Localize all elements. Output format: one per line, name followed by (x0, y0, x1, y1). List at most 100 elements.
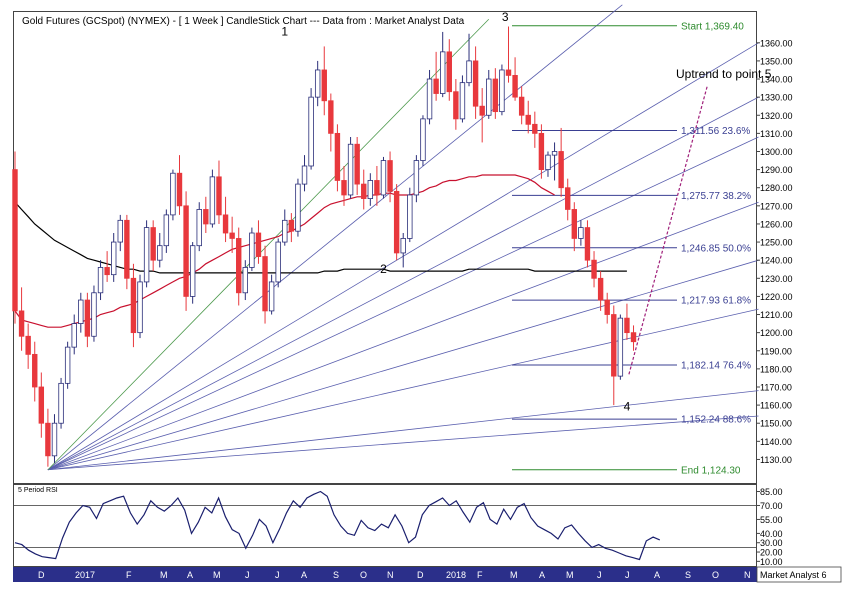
candle-body (591, 259, 597, 279)
candle-body (71, 323, 77, 348)
candle-body (58, 382, 64, 424)
time-axis-label: J (275, 570, 280, 580)
rsi-tick-label: 85.00 (760, 487, 783, 497)
candle (479, 88, 485, 143)
wave-label: 1 (281, 25, 288, 39)
candle-body (45, 422, 51, 457)
candle (275, 238, 281, 288)
candle (262, 245, 268, 324)
candle (558, 127, 564, 197)
candle (18, 287, 25, 351)
candle-body (426, 78, 433, 120)
candle (565, 178, 571, 221)
candle-body (308, 96, 314, 167)
candle (551, 142, 558, 181)
price-tick-label: 1240.00 (760, 256, 793, 266)
candle-body (571, 209, 577, 239)
candle (268, 274, 275, 315)
candle-body (486, 78, 492, 116)
candle-body (176, 172, 183, 207)
candle (367, 173, 374, 206)
wave-labels: 1 2 3 4 (281, 10, 630, 413)
candle-body (624, 317, 630, 334)
candle-body (630, 332, 637, 343)
candle-body (314, 69, 321, 98)
candle (308, 88, 314, 170)
price-tick-label: 1340.00 (760, 75, 793, 85)
candle-body (512, 75, 518, 98)
candle (71, 314, 77, 355)
candle (301, 155, 308, 192)
candle-body (64, 346, 71, 384)
price-tick-label: 1130.00 (760, 455, 792, 465)
fan-line (47, 96, 759, 471)
time-axis-label: O (360, 570, 367, 580)
candle-body (499, 69, 505, 113)
candle (78, 292, 84, 333)
candle-body (393, 190, 400, 254)
candle (124, 214, 130, 290)
candle-body (301, 165, 308, 185)
candle (216, 160, 222, 224)
time-axis-label: A (187, 570, 193, 580)
price-tick-label: 1270.00 (760, 201, 793, 211)
candle-body (374, 180, 380, 196)
fib-label: 1,152.24 88.6% (681, 415, 751, 426)
candle (400, 233, 406, 268)
time-axis-label: 2018 (446, 570, 466, 580)
fib-label: 1,182.14 76.4% (681, 360, 751, 371)
price-tick-label: 1180.00 (760, 364, 792, 374)
candle (25, 323, 31, 369)
rsi-frame (13, 484, 757, 567)
candle (604, 292, 610, 324)
candle-body (459, 82, 466, 120)
time-axis-label: D (417, 570, 424, 580)
candle-body (433, 78, 439, 94)
candle (630, 325, 637, 351)
candle-body (262, 256, 268, 312)
candle (538, 124, 545, 179)
time-axis-label: M (566, 570, 574, 580)
candle (163, 209, 170, 253)
candle (255, 220, 262, 264)
time-axis-label: A (301, 570, 307, 580)
candle-body (12, 169, 18, 312)
candle (361, 169, 367, 210)
price-tick-label: 1360.00 (760, 38, 793, 48)
candle-body (545, 154, 551, 171)
fan-line (47, 308, 759, 471)
candle (51, 414, 58, 464)
candle-body (407, 194, 413, 239)
candle-body (196, 209, 202, 247)
candle-body (341, 180, 347, 196)
price-tick-label: 1280.00 (760, 183, 793, 193)
wave-label: 4 (624, 400, 631, 414)
price-tick-label: 1190.00 (760, 346, 792, 356)
candle-body (216, 176, 222, 216)
candle (130, 263, 137, 348)
candle-body (532, 123, 538, 134)
rsi-tick-label: 70.00 (760, 501, 783, 511)
candle (525, 100, 531, 134)
candle (117, 214, 123, 252)
time-axis-label: F (126, 570, 132, 580)
time-axis-label: S (685, 570, 691, 580)
candle (236, 227, 242, 306)
candle-body (597, 277, 604, 301)
candle (334, 124, 341, 192)
candle (459, 75, 466, 123)
rsi-line (14, 490, 661, 561)
fib-label: 1,275.77 38.2% (681, 191, 751, 202)
fan-line-top (47, 18, 490, 471)
candle-body (268, 281, 275, 312)
price-tick-label: 1230.00 (760, 274, 793, 284)
candle-body (111, 241, 117, 276)
candle-body (347, 143, 354, 196)
price-tick-label: 1150.00 (760, 419, 792, 429)
candle (453, 79, 459, 130)
fib-label: Start 1,369.40 (681, 21, 744, 32)
candle-body (380, 160, 387, 196)
moving-averages (14, 174, 627, 328)
candle-body (209, 176, 216, 225)
